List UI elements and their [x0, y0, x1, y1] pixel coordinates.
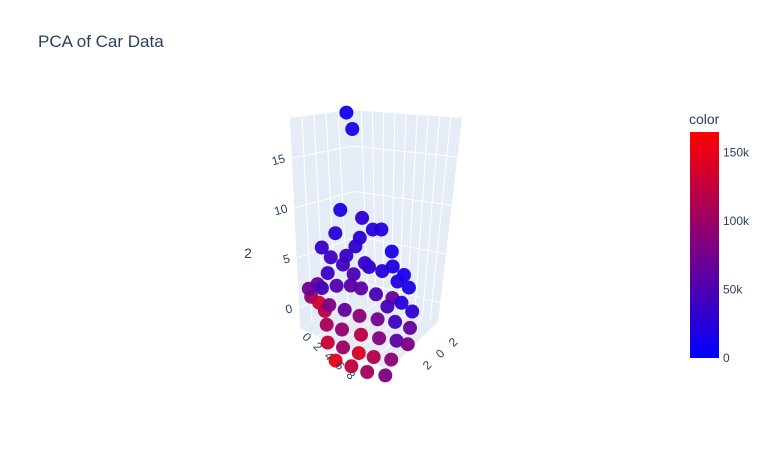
y-tick-label: 2	[420, 358, 435, 373]
x-gridline	[325, 113, 337, 312]
data-point[interactable]	[352, 308, 367, 323]
y-gridline	[421, 116, 441, 318]
data-point[interactable]	[345, 122, 360, 136]
data-point[interactable]	[328, 226, 343, 241]
z-axis-ticks: 0 5 10 15	[270, 151, 294, 316]
data-point[interactable]	[346, 267, 361, 282]
data-point[interactable]	[344, 359, 359, 374]
data-point[interactable]	[397, 268, 411, 282]
z-gridline	[294, 190, 452, 209]
data-point[interactable]	[328, 353, 343, 368]
data-point[interactable]	[348, 239, 363, 254]
data-point[interactable]	[329, 278, 344, 293]
z-gridline	[291, 145, 458, 159]
data-point[interactable]	[388, 314, 403, 329]
data-point[interactable]	[320, 335, 335, 350]
data-point[interactable]	[384, 244, 399, 259]
colorbar	[690, 132, 719, 358]
data-point[interactable]	[320, 266, 335, 281]
data-point[interactable]	[370, 312, 385, 327]
colorbar-tick-label: 100k	[723, 214, 750, 228]
data-point[interactable]	[380, 299, 395, 314]
data-point[interactable]	[405, 304, 420, 319]
data-point[interactable]	[394, 295, 409, 310]
data-point[interactable]	[339, 105, 354, 120]
data-point[interactable]	[389, 333, 404, 348]
z-tick-label: 5	[281, 251, 291, 266]
y-gridline	[390, 113, 396, 309]
data-point[interactable]	[400, 337, 415, 352]
data-point[interactable]	[355, 210, 370, 225]
data-point[interactable]	[319, 317, 334, 332]
data-point[interactable]	[314, 281, 329, 296]
z-tick-label: 10	[273, 201, 290, 218]
colorbar-title: color	[689, 111, 720, 127]
colorbar-tick-label: 150k	[723, 146, 750, 160]
scatter-points[interactable]	[301, 105, 420, 383]
x-tick-label: 0	[300, 330, 315, 345]
data-point[interactable]	[378, 368, 393, 383]
data-point[interactable]	[384, 352, 399, 367]
data-point[interactable]	[323, 250, 338, 265]
chart-title: PCA of Car Data	[38, 32, 164, 51]
data-point[interactable]	[354, 281, 369, 296]
data-point[interactable]	[322, 298, 337, 313]
y-tick-label: 2	[446, 335, 461, 350]
data-point[interactable]	[403, 320, 417, 335]
data-point[interactable]	[354, 327, 368, 342]
z-tick-label: 15	[270, 151, 287, 168]
data-point[interactable]	[314, 240, 329, 255]
z-axis-title: 2	[244, 245, 252, 261]
data-point[interactable]	[333, 202, 348, 217]
y-axis-ticks: 202	[420, 335, 461, 373]
colorbar-tick-label: 0	[723, 351, 730, 365]
data-point[interactable]	[369, 287, 383, 302]
data-point[interactable]	[337, 302, 352, 317]
data-point[interactable]	[339, 248, 354, 263]
y-gridline	[414, 115, 429, 316]
data-point[interactable]	[336, 340, 350, 355]
back-wall-left	[290, 110, 360, 328]
data-point[interactable]	[372, 331, 387, 346]
data-point[interactable]	[366, 350, 381, 364]
y-tick-label: 0	[433, 346, 448, 361]
data-point[interactable]	[385, 259, 400, 274]
y-gridline	[429, 117, 452, 320]
colorbar-tick-label: 50k	[723, 283, 743, 297]
floor-plane	[300, 300, 438, 370]
data-point[interactable]	[357, 256, 372, 271]
data-point[interactable]	[351, 346, 366, 361]
data-point[interactable]	[360, 365, 375, 379]
colorbar-ticks: 150k 100k 50k 0	[723, 146, 750, 365]
data-point[interactable]	[401, 280, 416, 295]
z-tick-label: 0	[284, 301, 294, 316]
data-point[interactable]	[365, 222, 380, 237]
data-point[interactable]	[375, 264, 390, 279]
data-point[interactable]	[335, 322, 349, 337]
y-gridline	[371, 111, 377, 305]
